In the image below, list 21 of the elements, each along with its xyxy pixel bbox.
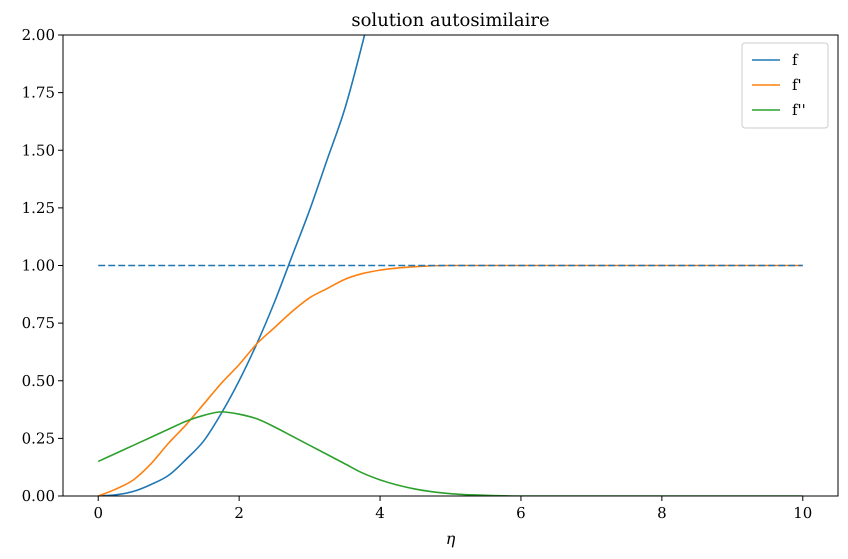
y-tick-label: 0.00 — [22, 487, 55, 505]
y-tick-label: 1.00 — [22, 256, 55, 274]
line-series — [97, 411, 804, 496]
x-tick-label: 10 — [793, 504, 812, 522]
x-tick-label: 8 — [657, 504, 667, 522]
x-tick-label: 2 — [234, 504, 244, 522]
legend-label: f — [792, 51, 799, 69]
x-axis-title: η — [446, 529, 456, 548]
y-tick-label: 2.00 — [22, 26, 55, 44]
y-tick-label: 1.25 — [22, 198, 55, 217]
y-tick-label: 1.50 — [22, 141, 55, 160]
y-tick-label: 0.75 — [22, 314, 55, 332]
x-tick-label: 4 — [375, 504, 385, 522]
y-tick-label: 0.25 — [22, 429, 55, 448]
y-tick-label: 0.50 — [22, 372, 55, 390]
legend-label: f' — [792, 76, 802, 94]
legend-label: f'' — [792, 101, 806, 119]
y-tick-label: 1.75 — [22, 84, 55, 102]
x-tick-label: 0 — [93, 504, 103, 522]
chart-title: solution autosimilaire — [351, 10, 550, 31]
x-tick-label: 6 — [516, 504, 526, 522]
